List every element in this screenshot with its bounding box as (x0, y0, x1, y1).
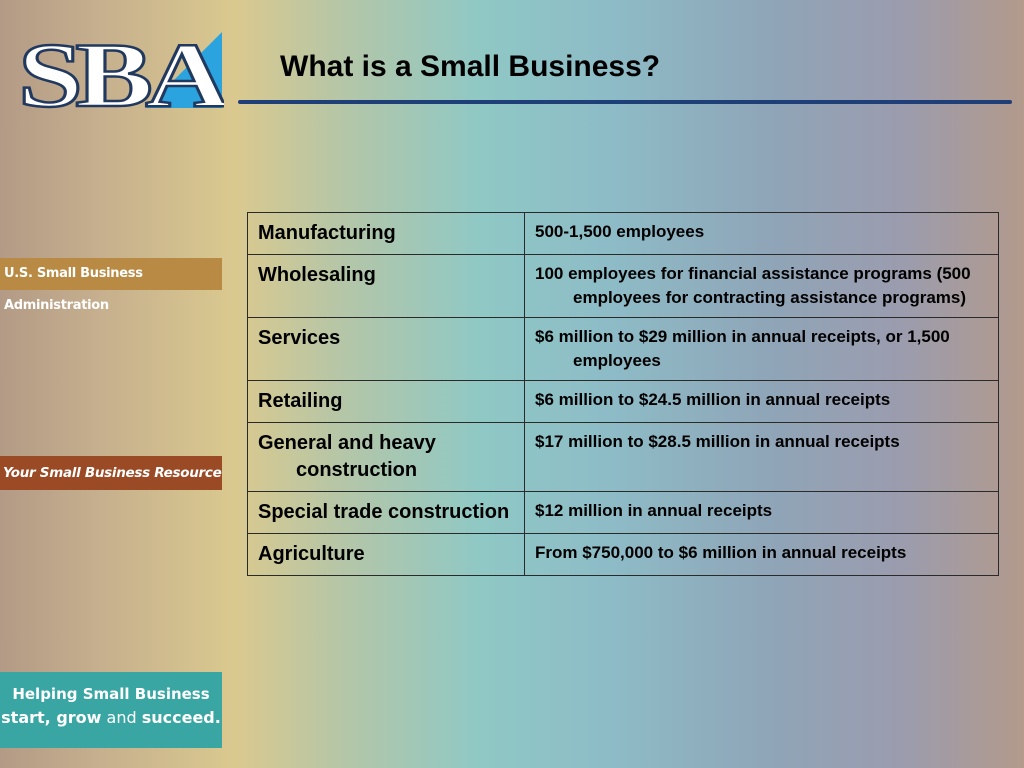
standard-cell: $12 million in annual receipts (524, 491, 999, 534)
standard-cell: From $750,000 to $6 million in annual re… (524, 533, 999, 576)
standard-text: $6 million to $24.5 million in annual re… (535, 390, 891, 409)
industry-label: Retailing (258, 390, 343, 412)
helping-banner-line1: Helping Small Business (12, 685, 210, 703)
helping-succeed: succeed (141, 708, 215, 727)
standard-text: $6 million to $29 million in annual rece… (535, 327, 950, 370)
industry-label: Manufacturing (258, 222, 396, 244)
logo-blue-triangle (146, 32, 222, 108)
industry-cell: Services (247, 317, 525, 381)
standard-text: $12 million in annual receipts (535, 501, 773, 520)
industry-cell: Special trade construction (247, 491, 525, 534)
industry-cell: Retailing (247, 380, 525, 423)
industry-label: Wholesaling (258, 264, 376, 286)
table-row: Agriculture From $750,000 to $6 million … (247, 533, 999, 576)
industry-cell: Wholesaling (247, 254, 525, 318)
standard-cell: $17 million to $28.5 million in annual r… (524, 422, 999, 492)
helping-and: and (101, 708, 142, 727)
standard-text: 500-1,500 employees (535, 222, 705, 241)
standard-cell: 500-1,500 employees (524, 212, 999, 255)
helping-grow: grow (56, 708, 102, 727)
standard-cell: $6 million to $29 million in annual rece… (524, 317, 999, 381)
standard-text: From $750,000 to $6 million in annual re… (535, 543, 907, 562)
standard-cell: $6 million to $24.5 million in annual re… (524, 380, 999, 423)
size-standards-table: Manufacturing 500-1,500 employees Wholes… (247, 212, 999, 576)
industry-label: Special trade construction (258, 501, 510, 523)
standard-text: 100 employees for financial assistance p… (535, 264, 971, 307)
industry-cell: Manufacturing (247, 212, 525, 255)
standard-cell: 100 employees for financial assistance p… (524, 254, 999, 318)
industry-cell: Agriculture (247, 533, 525, 576)
resource-banner: Your Small Business Resource (0, 456, 222, 490)
table-row: Manufacturing 500-1,500 employees (247, 212, 999, 255)
helping-start: start (1, 708, 45, 727)
agency-banner: U.S. Small Business Administration (0, 258, 222, 313)
table-row: Retailing $6 million to $24.5 million in… (247, 380, 999, 423)
industry-label: Agriculture (258, 543, 365, 565)
table-row: Services $6 million to $29 million in an… (247, 317, 999, 381)
table-row: Special trade construction $12 million i… (247, 491, 999, 534)
logo-text: SBA (18, 26, 224, 110)
industry-label: General and heavy construction (258, 432, 436, 481)
table-row: Wholesaling 100 employees for financial … (247, 254, 999, 318)
slide-title: What is a Small Business? (280, 50, 661, 83)
helping-period: . (214, 708, 221, 727)
sba-logo: SBA (18, 26, 224, 110)
standard-text: $17 million to $28.5 million in annual r… (535, 432, 900, 451)
industry-cell: General and heavy construction (247, 422, 525, 492)
helping-comma: , (44, 708, 57, 727)
helping-banner-line2: start, grow and succeed. (0, 706, 222, 730)
helping-banner: Helping Small Business start, grow and s… (0, 672, 222, 748)
title-rule (238, 100, 1012, 104)
industry-label: Services (258, 327, 341, 349)
table-row: General and heavy construction $17 milli… (247, 422, 999, 492)
